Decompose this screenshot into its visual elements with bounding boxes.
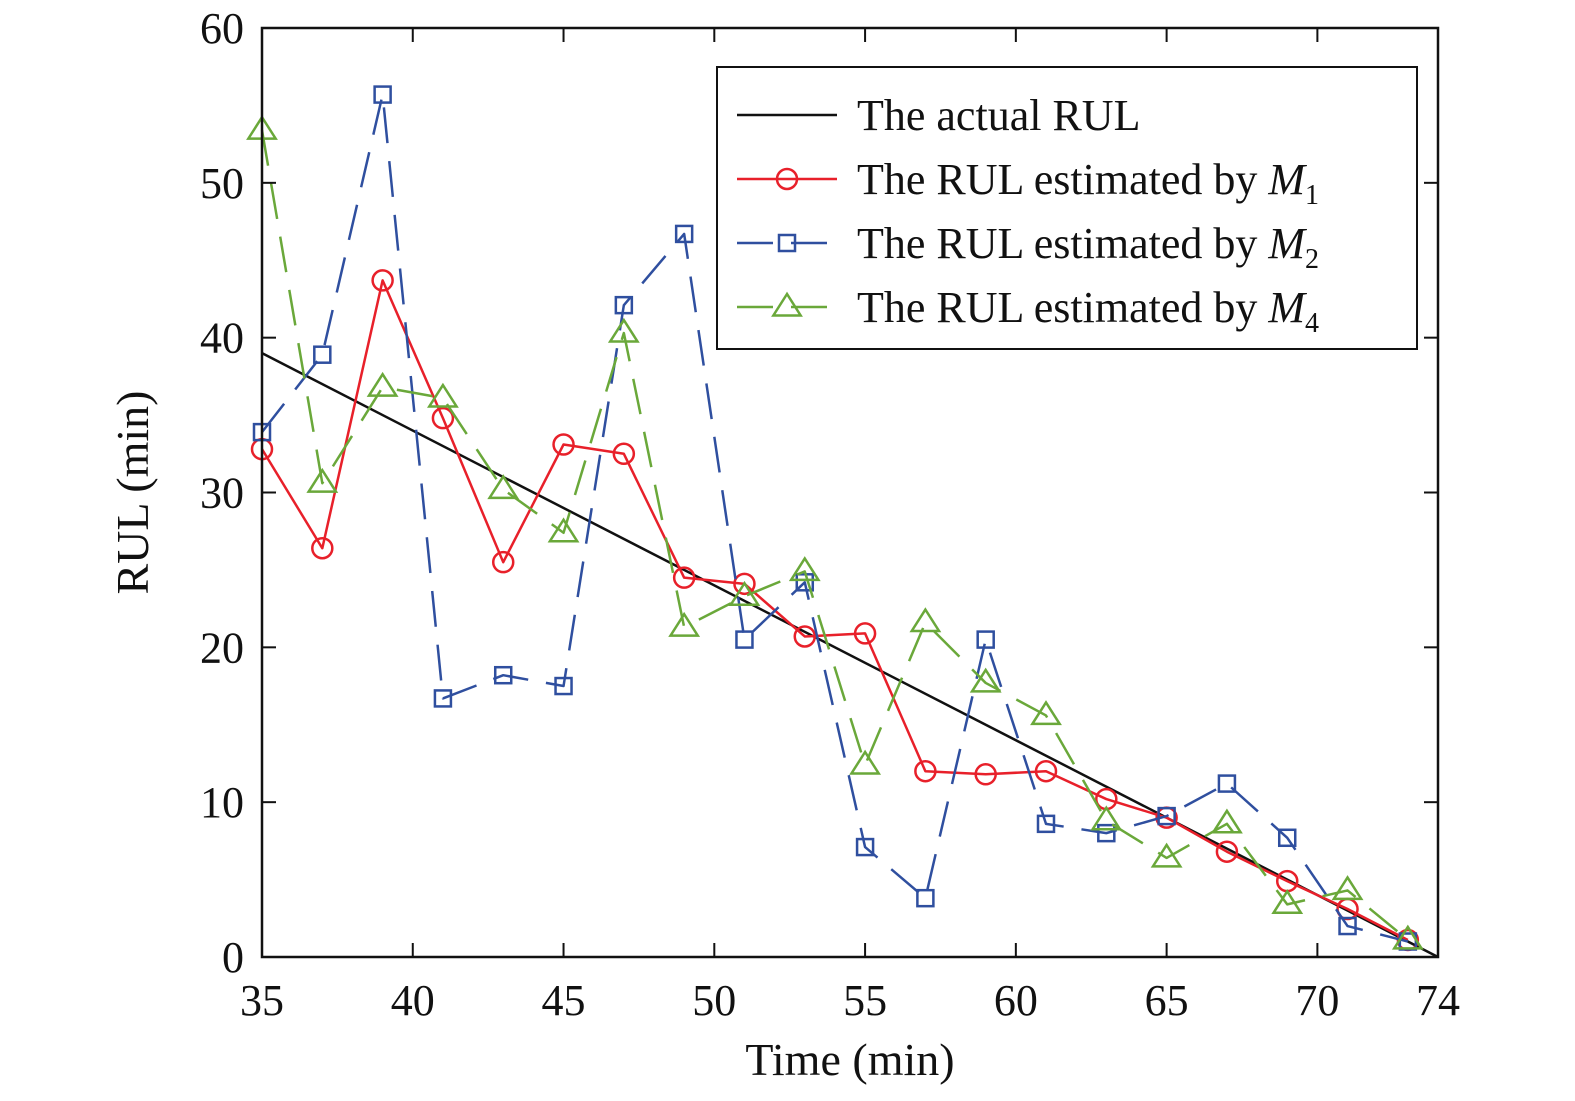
- data-point-marker: [735, 630, 754, 649]
- data-point-marker: [1157, 806, 1176, 826]
- data-point-marker: [373, 85, 392, 104]
- data-point-marker: [1030, 700, 1062, 726]
- data-point-marker: [431, 406, 455, 430]
- data-point-marker: [855, 837, 875, 857]
- y-tick-label: 0: [222, 933, 244, 982]
- ticks-layer: 35 40 45 50 55 60 65 70 74 0 10 20 30 40 50 60: [200, 4, 1460, 1025]
- data-point-marker: [1338, 916, 1357, 936]
- data-point-marker: [728, 580, 761, 606]
- data-point-marker: [614, 295, 634, 315]
- series-line: [260, 279, 1409, 942]
- data-point-marker: [788, 556, 821, 582]
- data-point-marker: [793, 625, 817, 648]
- data-point-marker: [674, 224, 694, 244]
- data-point-marker: [1331, 875, 1364, 901]
- legend-swatch-marker: [775, 167, 799, 191]
- x-tick-label: 40: [391, 976, 435, 1025]
- data-point-marker: [969, 667, 1002, 693]
- x-tick-label: 50: [692, 976, 736, 1025]
- x-tick-label: 65: [1145, 976, 1189, 1025]
- data-point-marker: [976, 630, 995, 649]
- data-point-marker: [607, 317, 640, 343]
- data-point-marker: [493, 665, 513, 685]
- y-tick-label: 20: [200, 623, 244, 672]
- y-tick-label: 10: [200, 778, 244, 827]
- data-point-marker: [487, 474, 520, 500]
- data-point-marker: [433, 689, 453, 708]
- data-point-marker: [1391, 924, 1424, 950]
- data-point-marker: [554, 676, 573, 696]
- x-axis-title: Time (min): [745, 1034, 954, 1085]
- y-tick-label: 30: [200, 469, 244, 518]
- data-point-marker: [733, 572, 756, 596]
- data-point-marker: [914, 759, 937, 783]
- data-point-marker: [311, 536, 334, 560]
- data-point-marker: [974, 763, 997, 786]
- data-point-marker: [1271, 889, 1304, 915]
- legend-item: The RUL estimated by M4: [737, 283, 1319, 339]
- data-point-marker: [612, 442, 636, 466]
- x-tick-label: 55: [843, 976, 887, 1025]
- data-point-marker: [1277, 828, 1297, 848]
- x-tick-label: 45: [542, 976, 586, 1025]
- legend-item: The RUL estimated by M1: [737, 155, 1319, 211]
- data-point-marker: [1090, 805, 1123, 831]
- y-tick-label: 60: [200, 4, 244, 53]
- data-point-marker: [1097, 823, 1116, 843]
- series-2: [250, 269, 1420, 952]
- series-line: [260, 129, 1409, 941]
- series-line: [261, 93, 1409, 943]
- data-point-marker: [366, 371, 399, 397]
- data-point-marker: [1210, 808, 1243, 834]
- y-tick-label: 50: [200, 159, 244, 208]
- data-point-marker: [547, 517, 580, 543]
- series-layer: [246, 85, 1439, 959]
- legend-item: The RUL estimated by M2: [737, 219, 1319, 275]
- legend-swatch-marker: [777, 233, 797, 253]
- data-point-marker: [1034, 759, 1058, 783]
- data-point-marker: [491, 550, 515, 574]
- data-point-marker: [1215, 840, 1239, 863]
- x-tick-label: 35: [240, 976, 284, 1025]
- data-point-marker: [552, 433, 575, 456]
- data-point-marker: [1150, 842, 1183, 868]
- y-axis-title: RUL (min): [107, 391, 158, 595]
- legend-label: The RUL estimated by M2: [857, 219, 1319, 275]
- legend: The actual RUL The RUL estimated by M1 The…: [716, 66, 1418, 350]
- legend-label: The RUL estimated by M4: [857, 283, 1319, 339]
- data-point-marker: [672, 566, 696, 589]
- x-tick-label: 70: [1295, 976, 1339, 1025]
- data-point-marker: [853, 622, 877, 645]
- data-point-marker: [916, 888, 935, 908]
- data-point-marker: [909, 607, 942, 633]
- x-tick-label: 60: [994, 976, 1038, 1025]
- legend-swatch-marker: [771, 291, 803, 317]
- data-point-marker: [426, 382, 459, 408]
- legend-item: The actual RUL: [737, 91, 1140, 140]
- data-point-marker: [849, 749, 882, 775]
- series-4: [246, 114, 1424, 950]
- x-tick-label: 74: [1416, 976, 1460, 1025]
- data-point-marker: [313, 345, 332, 364]
- legend-label: The actual RUL: [857, 91, 1140, 140]
- data-point-marker: [306, 467, 339, 493]
- data-point-marker: [1036, 814, 1056, 834]
- data-point-marker: [668, 611, 701, 637]
- legend-label: The RUL estimated by M1: [857, 155, 1319, 211]
- data-point-marker: [371, 269, 394, 292]
- data-point-marker: [1217, 774, 1237, 793]
- y-tick-label: 40: [200, 314, 244, 363]
